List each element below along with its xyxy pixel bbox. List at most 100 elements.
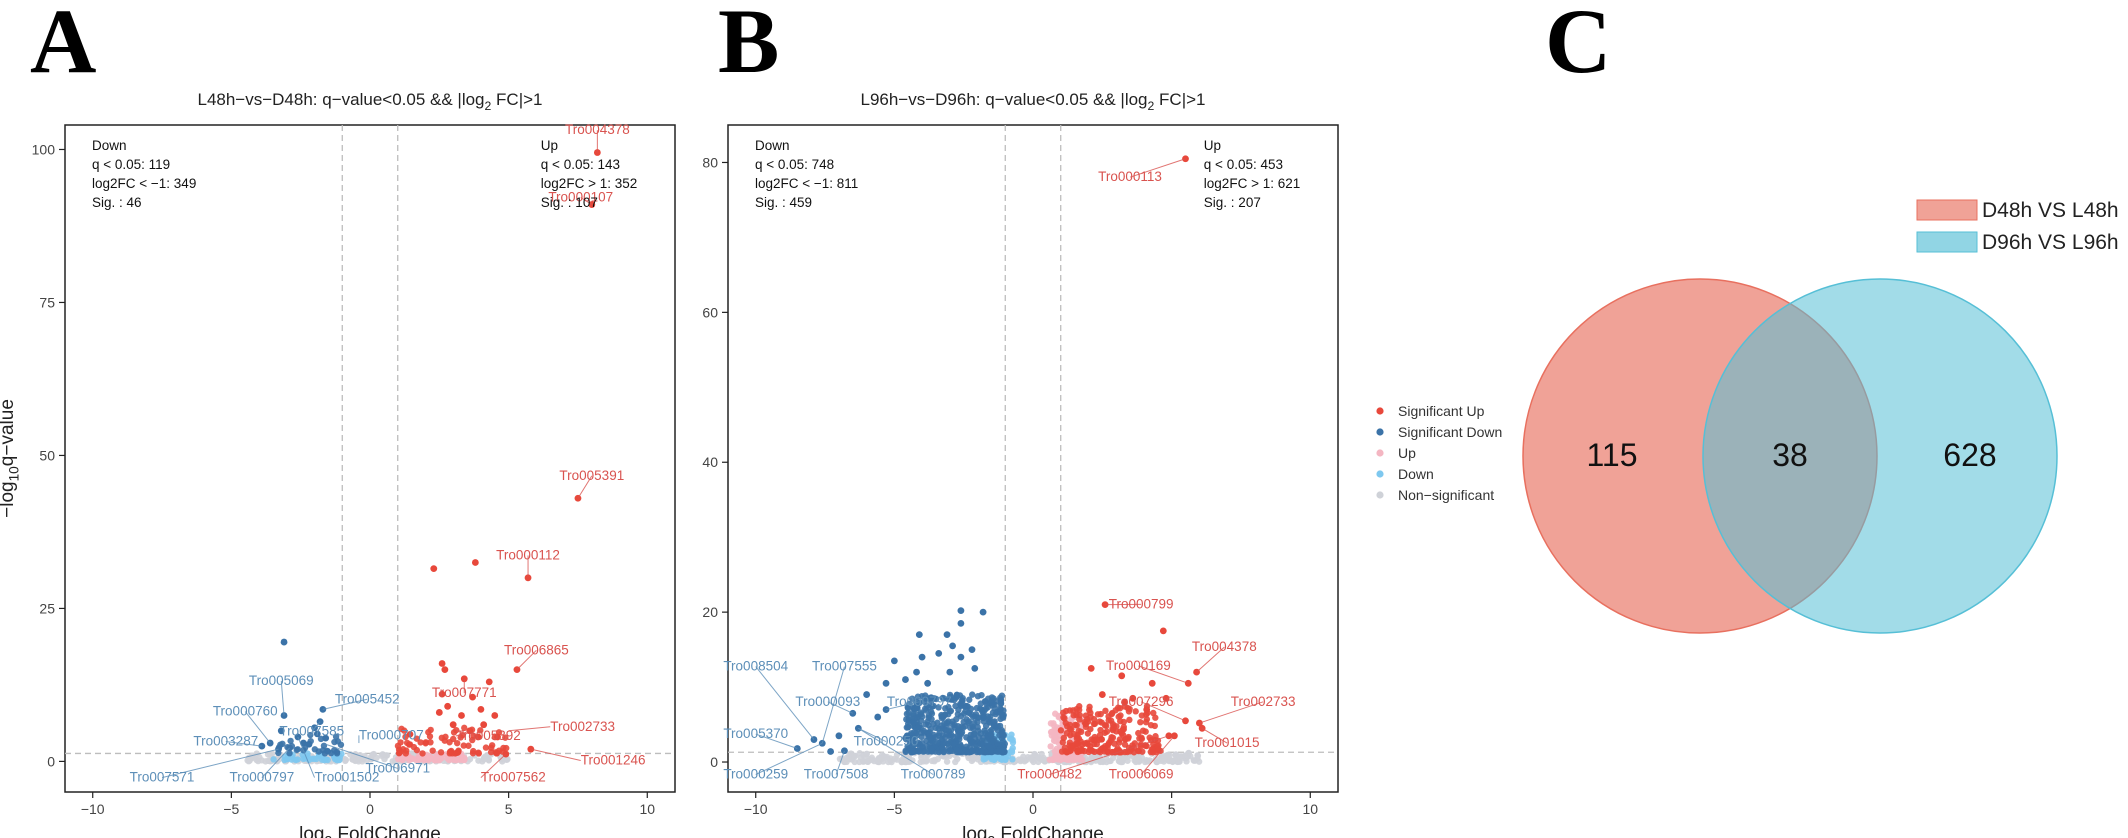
gene-label-connector-11 bbox=[827, 701, 853, 714]
point-significant-up bbox=[593, 149, 601, 156]
venn-count-d96h-only: 628 bbox=[1943, 437, 1996, 473]
point-significant-down bbox=[827, 748, 834, 755]
point-significant-up bbox=[1084, 730, 1092, 737]
point-significant-up bbox=[1129, 694, 1137, 702]
gene-label-Tro005392: Tro005392 bbox=[456, 728, 521, 743]
point-nonsignificant bbox=[893, 756, 901, 763]
point-significant-down bbox=[952, 702, 959, 710]
point-significant-down bbox=[966, 696, 973, 703]
point-significant-down bbox=[942, 726, 949, 734]
point-nonsignificant bbox=[1040, 756, 1047, 764]
x-tick-label-1: −5 bbox=[223, 801, 239, 817]
y-tick-label-4: 80 bbox=[702, 154, 718, 170]
point-nonsignificant bbox=[1115, 757, 1123, 765]
gene-label-Tro001246: Tro001246 bbox=[581, 752, 646, 767]
point-significant-down bbox=[940, 740, 947, 747]
point-significant-up bbox=[527, 745, 535, 753]
point-significant-up bbox=[419, 750, 426, 757]
point-down bbox=[283, 755, 291, 763]
venn-count-intersection: 38 bbox=[1772, 437, 1808, 473]
point-significant-up bbox=[1070, 730, 1077, 738]
point-significant-up bbox=[1098, 691, 1106, 698]
point-significant-up bbox=[1060, 714, 1067, 721]
point-significant-down bbox=[957, 607, 965, 615]
point-significant-up bbox=[1073, 721, 1080, 729]
gene-label-Tro001502: Tro001502 bbox=[315, 770, 380, 785]
point-significant-down bbox=[925, 721, 932, 729]
x-tick-label-0: −10 bbox=[81, 801, 105, 817]
point-significant-up bbox=[457, 734, 464, 741]
point-significant-down bbox=[287, 737, 294, 745]
point-up bbox=[1053, 734, 1060, 741]
y-axis-label-a-sub: 10 bbox=[6, 466, 21, 482]
point-significant-down bbox=[922, 692, 929, 699]
point-significant-down bbox=[989, 700, 997, 707]
point-significant-up bbox=[1137, 718, 1144, 726]
x-tick-label-2: 0 bbox=[366, 801, 374, 817]
point-significant-down bbox=[920, 727, 928, 735]
point-significant-up bbox=[471, 559, 479, 566]
point-significant-down bbox=[863, 691, 871, 698]
point-significant-down bbox=[970, 719, 978, 727]
gene-label-connector-11 bbox=[322, 698, 368, 710]
venn-count-d48h-only: 115 bbox=[1586, 437, 1637, 473]
plot-title-b: L96h−vs−D96h: q−value<0.05 && |log2 FC|>… bbox=[860, 90, 1205, 113]
gene-label-connector-19 bbox=[161, 748, 279, 779]
x-tick-label-3: 5 bbox=[505, 801, 513, 817]
point-significant-down bbox=[915, 739, 922, 746]
point-down bbox=[1007, 735, 1015, 742]
point-nonsignificant bbox=[1169, 758, 1176, 765]
stats-up-line-0: Up bbox=[541, 138, 558, 153]
point-significant-down bbox=[971, 664, 979, 672]
gene-label-Tro004378: Tro004378 bbox=[1192, 639, 1257, 654]
point-significant-up bbox=[410, 743, 418, 751]
point-up bbox=[1051, 747, 1058, 755]
venn-legend-label-0: D48h VS L48h bbox=[1982, 199, 2119, 222]
point-significant-up bbox=[466, 727, 474, 735]
point-significant-down bbox=[313, 730, 321, 738]
point-significant-up bbox=[417, 739, 424, 746]
point-significant-down bbox=[990, 695, 997, 702]
point-significant-down bbox=[926, 729, 933, 736]
point-significant-down bbox=[998, 730, 1005, 737]
point-significant-down bbox=[967, 739, 975, 747]
stats-down-line-2: log2FC < −1: 811 bbox=[755, 176, 858, 191]
point-significant-down bbox=[994, 740, 1001, 747]
point-significant-down bbox=[967, 724, 974, 731]
point-up bbox=[1063, 756, 1071, 763]
point-significant-down bbox=[987, 713, 994, 720]
point-significant-up bbox=[437, 749, 445, 756]
point-significant-down bbox=[331, 738, 338, 746]
point-up bbox=[445, 756, 453, 764]
point-significant-up bbox=[1126, 705, 1133, 713]
point-significant-down bbox=[974, 723, 981, 731]
point-significant-up bbox=[1148, 679, 1156, 687]
point-significant-down bbox=[905, 744, 913, 751]
gene-label-Tro001015: Tro001015 bbox=[1195, 735, 1260, 750]
gene-label-connector-10 bbox=[821, 666, 845, 744]
point-significant-down bbox=[959, 694, 966, 702]
gene-label-connector-2 bbox=[1196, 646, 1225, 673]
point-significant-up bbox=[1118, 672, 1126, 680]
point-significant-up bbox=[401, 727, 408, 734]
gene-label-Tro005069: Tro005069 bbox=[249, 673, 314, 688]
point-significant-up bbox=[465, 742, 472, 749]
gene-label-connector-17 bbox=[858, 727, 934, 775]
point-significant-down bbox=[324, 748, 332, 755]
point-nonsignificant bbox=[931, 757, 938, 765]
point-significant-up bbox=[1057, 727, 1065, 734]
gene-label-Tro007562: Tro007562 bbox=[481, 770, 546, 785]
venn-legend-label-1: D96h VS L96h bbox=[1982, 231, 2119, 254]
gene-label-Tro004378: Tro004378 bbox=[565, 122, 630, 137]
gene-label-Tro002733: Tro002733 bbox=[550, 719, 615, 734]
point-significant-down bbox=[928, 745, 935, 753]
y-tick-label-3: 60 bbox=[702, 304, 718, 320]
point-significant-up bbox=[397, 739, 404, 746]
point-significant-down bbox=[910, 718, 917, 725]
point-up bbox=[1057, 756, 1064, 763]
point-nonsignificant bbox=[923, 758, 930, 765]
gene-label-Tro000169: Tro000169 bbox=[1106, 658, 1171, 673]
legend-marker-4 bbox=[1376, 491, 1384, 499]
point-significant-up bbox=[1117, 717, 1124, 725]
point-significant-up bbox=[1154, 742, 1161, 750]
